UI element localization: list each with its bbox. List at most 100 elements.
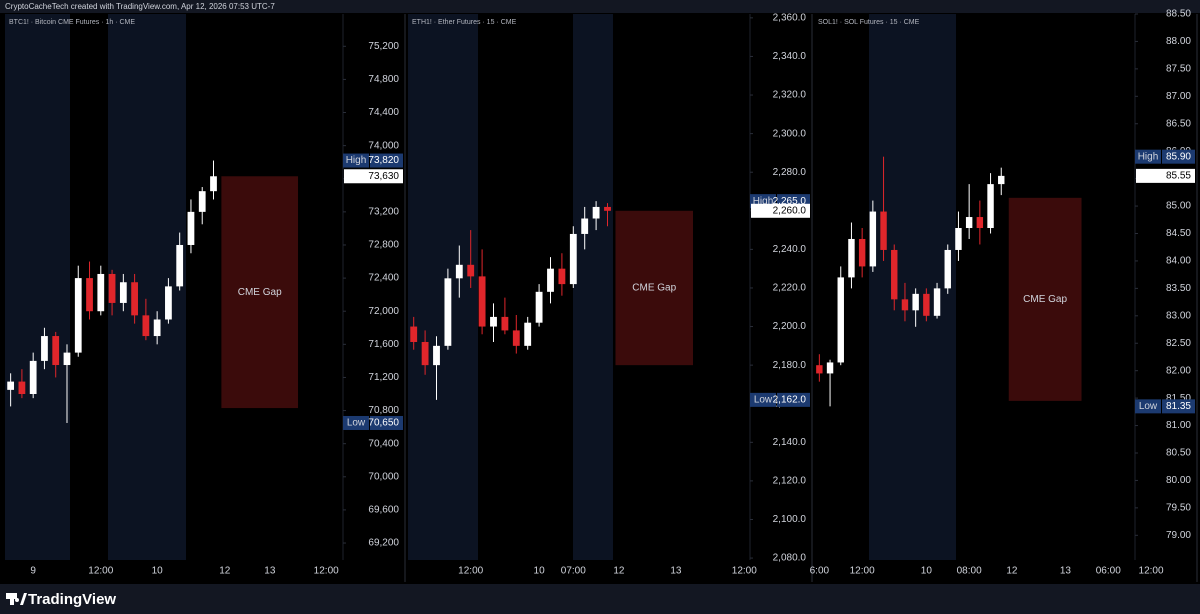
candle-body <box>547 268 554 292</box>
price-tag-label-box <box>1135 149 1161 164</box>
y-tick-label: 2,340.0 <box>773 51 807 62</box>
price-tag-label-box <box>1135 399 1161 414</box>
y-tick-label: 79.50 <box>1166 503 1191 514</box>
x-tick-label: 12:00 <box>458 566 483 577</box>
candle-body <box>421 341 429 366</box>
price-tag-value: 85.55 <box>1166 171 1191 182</box>
price-tag-box <box>777 392 810 407</box>
y-tick-label: 74,800 <box>368 74 399 85</box>
candle-body <box>501 316 509 331</box>
header: CryptoCacheTech created with TradingView… <box>5 2 275 11</box>
y-tick-label: 80.00 <box>1166 475 1191 486</box>
candle-body <box>165 286 172 320</box>
candle-body <box>119 282 127 303</box>
price-tag-label-box <box>750 392 776 407</box>
price-tag-label-box <box>343 415 369 430</box>
y-tick-label: 72,800 <box>368 240 399 251</box>
price-tag-label: Low <box>754 395 773 406</box>
footer-bar <box>0 584 1200 614</box>
x-tick-label: 08:00 <box>957 566 982 577</box>
candle-body <box>63 352 71 366</box>
price-tag-label: Low <box>1139 401 1158 412</box>
y-tick-label: 2,100.0 <box>773 514 807 525</box>
price-tag-label: High <box>753 196 774 207</box>
x-tick-label: 12:00 <box>314 566 339 577</box>
candle-body <box>74 278 82 353</box>
candle-body <box>869 211 877 267</box>
candle-body <box>52 336 60 366</box>
candle-body <box>433 345 440 366</box>
candle-body <box>858 238 866 267</box>
y-tick-label: 85.00 <box>1166 201 1191 212</box>
candle-body <box>18 381 26 395</box>
price-tag: 85.55 <box>1136 168 1195 183</box>
y-tick-label: 2,200.0 <box>773 321 807 332</box>
y-tick-label: 72,000 <box>368 306 399 317</box>
gap-box <box>1008 197 1082 401</box>
gap-box <box>615 210 693 366</box>
candle-body <box>891 249 898 300</box>
y-tick-label: 74,400 <box>368 107 399 118</box>
x-tick-label: 9 <box>30 566 36 577</box>
session-shade <box>573 14 613 560</box>
candle-body <box>176 244 184 287</box>
price-tag-value: 73,630 <box>368 171 399 182</box>
price-tag-label: Low <box>347 418 366 429</box>
price-tag-value: 85.90 <box>1166 151 1191 162</box>
price-tag-value: 2,265.0 <box>773 196 807 207</box>
candle-body <box>108 273 116 303</box>
y-tick-label: 73,200 <box>368 207 399 218</box>
price-tag-value: 2,260.0 <box>773 205 807 216</box>
candle-body <box>490 316 497 327</box>
price-tag-box <box>1136 168 1195 183</box>
y-tick-label: 2,220.0 <box>773 283 807 294</box>
candle-body <box>987 184 994 229</box>
price-tag-value: 81.35 <box>1166 401 1191 412</box>
panel: BTC1! · Bitcoin CME Futures · 1h · CME 69… <box>5 14 406 582</box>
y-tick-label: 79.00 <box>1166 530 1191 541</box>
y-tick-label: 82.50 <box>1166 338 1191 349</box>
y-tick-label: 71,200 <box>368 372 399 383</box>
price-tag: Low 70,650 <box>343 415 403 430</box>
x-tick-label: 06:00 <box>1096 566 1121 577</box>
price-tag: Low 2,162.0 <box>750 392 810 407</box>
y-tick-label: 80.50 <box>1166 448 1191 459</box>
y-tick-label: 84.00 <box>1166 256 1191 267</box>
y-tick-label: 88.50 <box>1166 9 1191 20</box>
y-tick-label: 2,120.0 <box>773 476 807 487</box>
candle-body <box>187 211 195 245</box>
candle-body <box>467 264 475 277</box>
x-tick-label: 13 <box>264 566 276 577</box>
candle-body <box>837 277 844 363</box>
candle-body <box>86 278 93 312</box>
y-tick-label: 71,600 <box>368 339 399 350</box>
x-tick-label: 13 <box>1060 566 1072 577</box>
candle-body <box>478 276 486 327</box>
price-tag: High 85.90 <box>1135 149 1195 164</box>
candle-body <box>816 365 823 374</box>
gap-label: CME Gap <box>632 283 676 294</box>
price-tag-value: 2,162.0 <box>773 395 807 406</box>
y-tick-label: 72,400 <box>368 273 399 284</box>
candle-body <box>198 191 206 212</box>
x-tick-label: 6:00 <box>810 566 830 577</box>
candle-body <box>976 217 984 229</box>
logo <box>6 593 27 605</box>
y-tick-label: 81.50 <box>1166 393 1191 404</box>
price-tag-box <box>751 203 810 218</box>
candle-body <box>97 273 105 312</box>
y-tick-label: 2,300.0 <box>773 128 807 139</box>
candle-body <box>880 211 887 250</box>
x-tick-label: 12:00 <box>1139 566 1164 577</box>
y-tick-label: 2,320.0 <box>773 90 807 101</box>
plot-area <box>814 14 1135 560</box>
x-tick-label: 12 <box>219 566 231 577</box>
x-tick-label: 10 <box>921 566 933 577</box>
candle-body <box>512 330 520 346</box>
candle-body <box>153 319 161 337</box>
x-tick-label: 10 <box>534 566 546 577</box>
x-tick-label: 10 <box>152 566 164 577</box>
panel: ETH1! · Ether Futures · 15 · CME 2,080.0 2… <box>408 12 813 582</box>
y-tick-label: 86.50 <box>1166 118 1191 129</box>
candle-body <box>455 264 463 279</box>
